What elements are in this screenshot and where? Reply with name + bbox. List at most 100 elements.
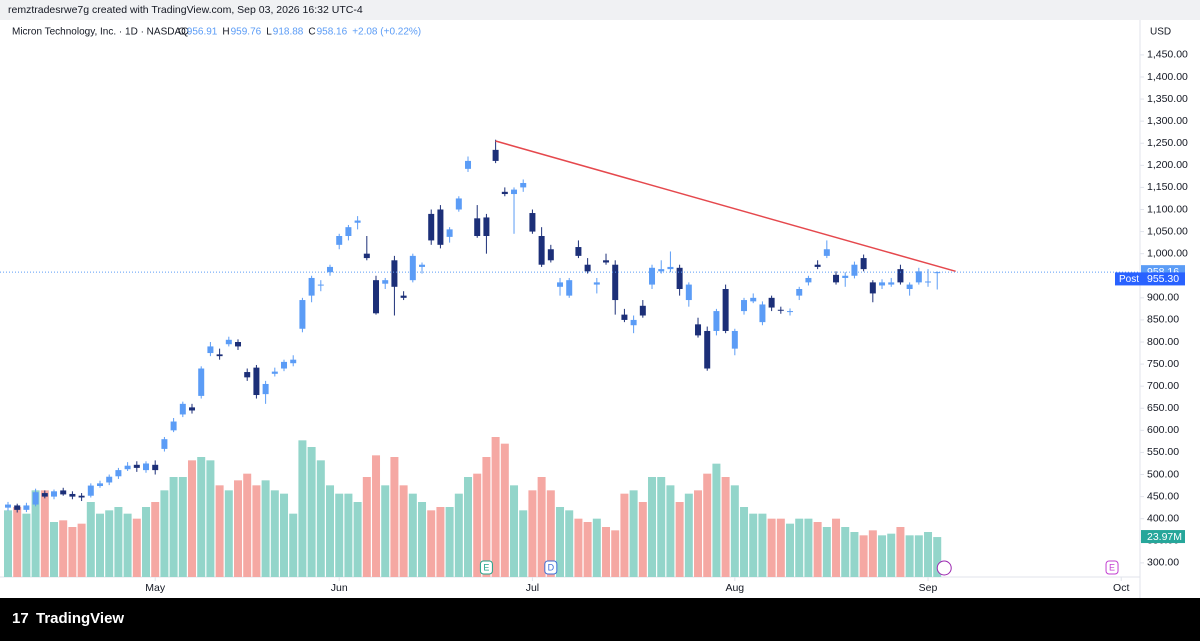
volume-bar (546, 490, 555, 577)
volume-bar (822, 527, 831, 577)
footer-bar (0, 598, 1200, 641)
volume-bar (832, 518, 841, 577)
candle-body (722, 289, 729, 331)
candle-body (704, 330, 711, 369)
event-marker (1105, 560, 1119, 575)
candle-body (336, 235, 343, 245)
y-tick-label: 1,450.00 (1147, 49, 1188, 61)
volume-bar (114, 507, 123, 577)
y-tick-label: 900.00 (1147, 292, 1179, 304)
volume-bar (178, 477, 187, 577)
volume-bar (556, 507, 565, 577)
candle-body (630, 319, 637, 326)
candle-body (133, 464, 140, 468)
volume-bar (703, 473, 712, 577)
candle-body (805, 277, 812, 283)
volume-bar (740, 507, 749, 577)
volume-bar (896, 527, 905, 577)
x-tick-label: Jun (331, 582, 348, 594)
candle-body (14, 505, 21, 510)
volume-bar (151, 502, 160, 577)
trendline (495, 140, 956, 273)
volume-bar (767, 518, 776, 577)
volume-bar (289, 513, 298, 577)
candle-body (317, 284, 324, 286)
volume-bar (914, 535, 923, 577)
legend-value: 918.88 (273, 27, 304, 38)
candle-body (915, 271, 922, 283)
volume-bar (574, 518, 583, 577)
candle-body (511, 189, 518, 195)
candle-body (538, 235, 545, 265)
candle-body (32, 492, 39, 505)
volume-bar (841, 527, 850, 577)
candle-body (225, 339, 232, 345)
volume-bar (280, 493, 289, 577)
candle-body (419, 264, 426, 267)
candle-body (60, 490, 67, 495)
volume-bar (390, 457, 399, 577)
candle-body (823, 249, 830, 256)
candle-body (345, 227, 352, 236)
volume-bar (648, 477, 657, 577)
legend-key: L (266, 27, 272, 38)
candle-body (934, 272, 941, 274)
candle-body (363, 253, 370, 259)
volume-bar (362, 477, 371, 577)
volume-bar (850, 532, 859, 577)
candle-body (354, 220, 361, 223)
y-tick-label: 1,350.00 (1147, 93, 1188, 105)
y-tick-label: 550.00 (1147, 446, 1179, 458)
candle-body (327, 266, 334, 273)
candle-body (465, 160, 472, 169)
volume-bar (427, 510, 436, 577)
candle-body (124, 465, 131, 470)
volume-bar (804, 518, 813, 577)
chart-title: Micron Technology, Inc. · 1D · NASDAQ (12, 27, 189, 38)
event-label: D (548, 562, 555, 572)
event-label: E (1109, 562, 1115, 572)
candle-body (428, 213, 435, 241)
candle-body (216, 354, 223, 357)
volume-bar (50, 522, 59, 577)
volume-bar (712, 463, 721, 577)
candle-body (198, 368, 205, 396)
y-tick-label: 500.00 (1147, 468, 1179, 480)
volume-bar (454, 493, 463, 577)
candle-body (69, 493, 76, 497)
candle-body (161, 439, 168, 449)
volume-bar (353, 502, 362, 577)
volume-bar (224, 490, 233, 577)
brand: TradingView (36, 610, 124, 627)
volume-bar (344, 493, 353, 577)
volume-bar (77, 523, 86, 577)
volume-bar (206, 460, 215, 577)
candle-body (5, 504, 12, 508)
candle-body (584, 264, 591, 272)
candle-body (897, 269, 904, 283)
candle-body (888, 282, 895, 285)
candle-body (483, 217, 490, 236)
candle-body (409, 255, 416, 281)
candle-body (290, 359, 297, 364)
legend-key: C (308, 27, 315, 38)
candle-body (373, 280, 380, 314)
candle-body (621, 314, 628, 320)
alert-icon (936, 560, 952, 576)
volume-bar (335, 493, 344, 577)
volume-bar (123, 513, 132, 577)
post-tag-label: Post (1119, 274, 1139, 285)
volume-bar (813, 522, 822, 577)
candle-body (87, 485, 94, 496)
volume-bar (933, 537, 942, 577)
volume-bar (721, 477, 730, 577)
volume-bar (519, 510, 528, 577)
candle-body (23, 505, 30, 510)
x-tick-label: Sep (919, 582, 938, 594)
candle-body (143, 463, 150, 471)
candle-body (152, 464, 159, 471)
post-tag (1115, 272, 1141, 286)
candle-body (253, 367, 260, 396)
candle-body (391, 260, 398, 287)
volume-bar (197, 457, 206, 577)
